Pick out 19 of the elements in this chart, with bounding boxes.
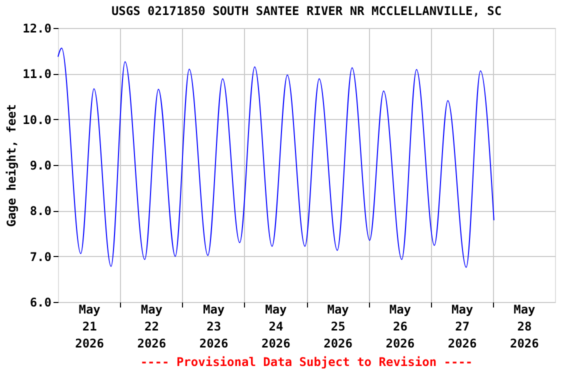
x-tick-label: May 26 2026	[386, 302, 415, 350]
y-tick-label: 7.0	[30, 250, 52, 264]
x-tick-label: May 22 2026	[137, 302, 166, 350]
text: ---- Provisional Data Subject to Revision ----	[140, 355, 473, 369]
x-tick-label: May 24 2026	[261, 302, 290, 350]
y-tick-label: 11.0	[22, 67, 52, 82]
chart-title: USGS 02171850 SOUTH SANTEE RIVER NR MCCLELLANVILLE, SC	[111, 4, 502, 18]
x-tick-label: May 23 2026	[199, 302, 228, 350]
y-tick-label: 8.0	[30, 204, 52, 218]
x-tick-label: May 25 2026	[324, 302, 353, 350]
y-tick-label: 10.0	[22, 112, 52, 127]
x-tick-label: May 21 2026	[75, 302, 104, 350]
y-axis-title: Gage height, feet	[4, 104, 19, 227]
y-tick-label: 9.0	[30, 158, 52, 172]
line-series	[58, 48, 494, 268]
y-tick-label: 6.0	[30, 296, 52, 310]
x-tick-label: May 28 2026	[510, 302, 539, 350]
y-tick-label: 12.0	[22, 22, 52, 36]
x-tick-label: May 27 2026	[448, 302, 477, 350]
